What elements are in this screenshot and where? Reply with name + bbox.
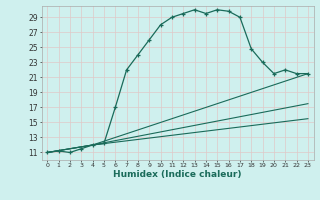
X-axis label: Humidex (Indice chaleur): Humidex (Indice chaleur) [113,170,242,179]
